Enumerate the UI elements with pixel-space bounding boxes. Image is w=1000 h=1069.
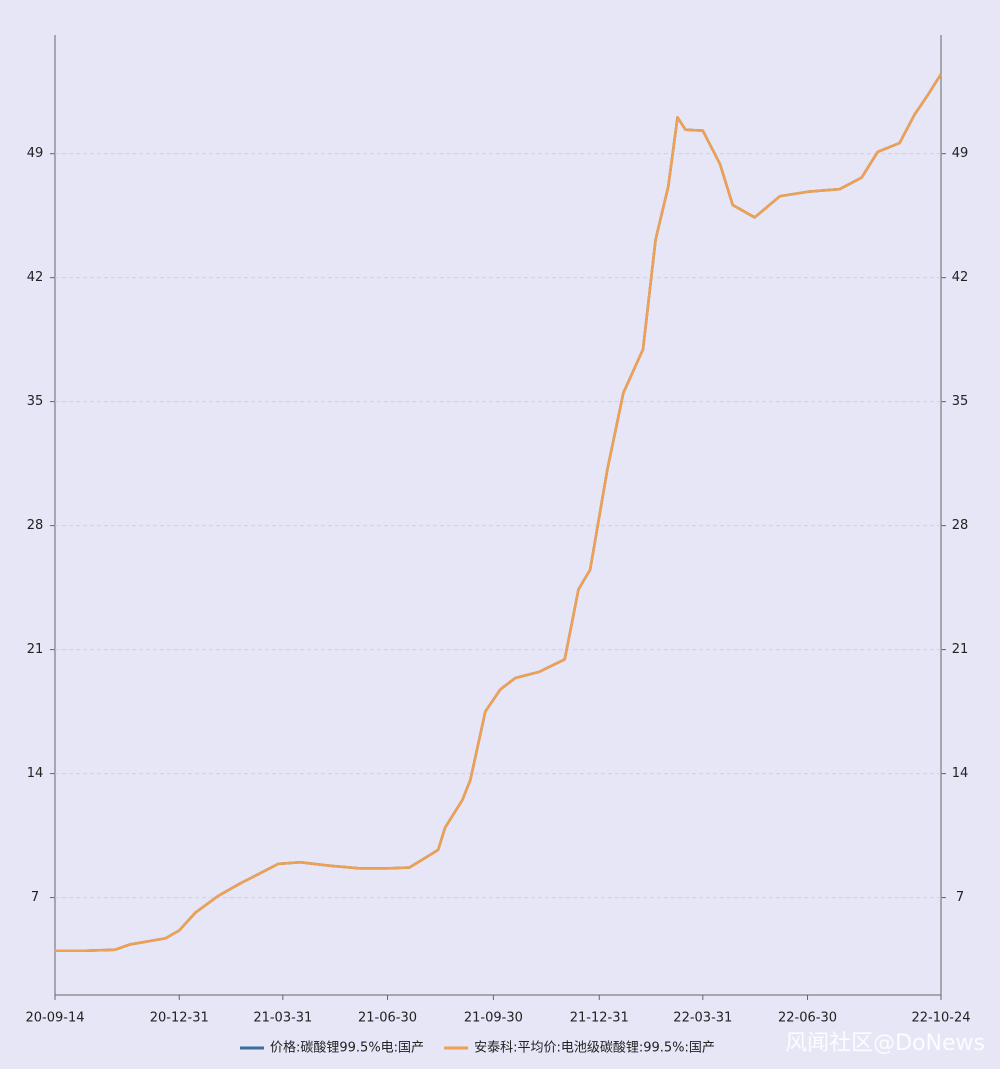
- y-tick-label-left: 28: [27, 518, 44, 533]
- x-tick-label: 21-09-30: [464, 1011, 523, 1026]
- y-tick-label-left: 49: [27, 146, 44, 161]
- y-tick-label-right: 28: [952, 518, 969, 533]
- y-tick-label-left: 14: [27, 766, 44, 781]
- y-tick-label-right: 14: [952, 766, 969, 781]
- x-tick-label: 22-10-24: [911, 1011, 970, 1026]
- y-tick-label-right: 21: [952, 642, 969, 657]
- x-tick-label: 22-03-31: [673, 1011, 732, 1026]
- y-tick-label-left: 21: [27, 642, 44, 657]
- y-tick-label-right: 42: [952, 270, 969, 285]
- x-tick-label: 21-03-31: [253, 1011, 312, 1026]
- x-tick-label: 21-12-31: [570, 1011, 629, 1026]
- y-tick-label-left: 35: [27, 394, 44, 409]
- y-tick-label-right: 7: [956, 890, 964, 905]
- watermark: 风闻社区@DoNews: [785, 1031, 985, 1056]
- x-tick-label: 22-06-30: [778, 1011, 837, 1026]
- data-line: [55, 73, 943, 952]
- y-tick-label-right: 35: [952, 394, 969, 409]
- y-tick-label-right: 49: [952, 146, 969, 161]
- legend-label: 安泰科:平均价:电池级碳酸锂:99.5%:国产: [474, 1041, 715, 1056]
- x-tick-label: 20-09-14: [25, 1011, 84, 1026]
- legend-label: 价格:碳酸锂99.5%电:国产: [270, 1040, 424, 1056]
- x-tick-label: 21-06-30: [358, 1011, 417, 1026]
- x-tick-label: 20-12-31: [150, 1011, 209, 1026]
- y-tick-label-left: 42: [27, 270, 44, 285]
- y-tick-label-left: 7: [31, 890, 39, 905]
